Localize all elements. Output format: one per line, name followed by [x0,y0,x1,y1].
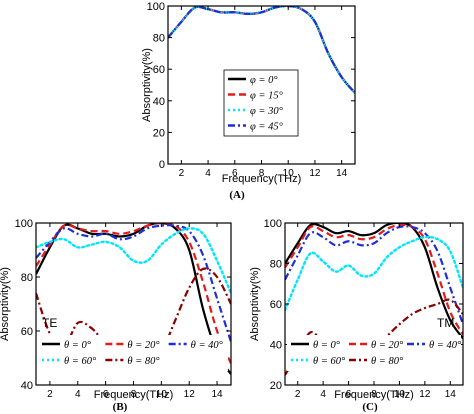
legend-entry: θ = 60° [64,356,97,367]
inset-label: TM [437,316,454,330]
panel-label-c: (C) [362,401,378,413]
x-tick-label: 14 [445,389,457,400]
x-tick-label: 8 [259,168,265,179]
x-tick-label: 10 [156,389,168,400]
y-tick-label: 40 [153,96,165,108]
y-tick-label: 100 [147,1,165,13]
legend-entry: θ = 0° [64,340,92,351]
y-tick-label: 100 [264,218,282,230]
legend-entry: θ = 20° [127,340,160,351]
x-tick-label: 2 [179,168,185,179]
legend-entry: θ = 40° [429,340,462,351]
x-tick-label: 12 [184,389,196,400]
x-tick-label: 4 [205,168,211,179]
y-tick-label: 60 [21,326,33,338]
y-tick-label: 80 [153,33,165,45]
panel-a-chart: 2 4 6 8 10 12 14 0 20 40 60 80 100 Frequency(THz) Abso… [141,1,356,185]
legend-entry: φ = 0° [250,75,278,86]
legend-entry: θ = 60° [313,356,346,367]
x-tick-label: 12 [419,389,431,400]
series-line-3 [285,235,463,312]
legend-entry: θ = 40° [191,340,224,351]
x-tick-label: 14 [336,168,348,179]
series-line-2 [36,224,231,343]
series-line-0 [36,223,231,375]
panel-label-b: (B) [113,401,128,413]
y-tick-label: 40 [21,380,33,392]
legend: φ = 0° φ = 15° φ = 30° φ = 45° [223,69,299,137]
y-tick-label: 20 [153,127,165,139]
y-tick-label: 40 [270,340,282,352]
legend-entry: θ = 80° [127,356,160,367]
y-tick-label: 60 [153,64,165,76]
x-axis-label: Frequency(THz) [334,389,413,401]
x-axis-label: Frequency(THz) [94,389,173,401]
series-group [168,6,355,95]
inset-label: TE [42,316,57,330]
y-axis-label: Absorptivity(%) [249,267,261,341]
legend-entry: φ = 30° [250,106,284,117]
y-axis-label: Absorptivity(%) [0,267,11,341]
x-axis-label: Frequency(THz) [222,173,301,185]
x-tick-label: 2 [295,389,301,400]
x-tick-label: 6 [232,168,238,179]
x-tick-label: 10 [283,168,295,179]
y-tick-label: 80 [21,272,33,284]
x-tick-label: 6 [103,389,109,400]
panel-b-chart: 2 4 6 8 10 12 14 40 60 80 100 Frequency(THz) Absorpt… [0,218,232,401]
series-line-3 [36,227,231,295]
legend: θ = 0° θ = 20° θ = 40° θ = 60° θ = 80° [287,335,462,371]
x-tick-label: 10 [394,389,406,400]
x-tick-label: 6 [346,389,352,400]
y-axis-label: Absorptivity(%) [141,48,153,122]
x-tick-label: 4 [320,389,326,400]
legend-entry: φ = 15° [250,91,284,102]
x-tick-label: 4 [75,389,81,400]
series-line-3 [168,6,355,94]
legend-entry: θ = 20° [371,340,404,351]
y-tick-label: 80 [270,259,282,271]
series-line-1 [36,223,231,364]
y-tick-label: 60 [270,299,282,311]
legend-entry: θ = 0° [313,340,341,351]
series-line-0 [285,223,463,340]
x-tick-label: 8 [371,389,377,400]
y-tick-label: 0 [159,159,165,171]
panel-c-chart: 2 4 6 8 10 12 14 20 40 60 80 100 Frequency(THz) Absor… [249,218,464,401]
panel-label-a: (A) [229,189,245,201]
legend-entry: φ = 45° [250,122,284,133]
legend: θ = 0° θ = 20° θ = 40° θ = 60° θ = 80° [38,335,228,371]
y-tick-label: 20 [270,380,282,392]
y-tick-label: 100 [15,218,33,230]
x-tick-label: 2 [47,389,53,400]
series-line-2 [285,225,463,325]
x-tick-label: 8 [131,389,137,400]
series-line-1 [285,223,463,335]
legend-entry: θ = 80° [371,356,404,367]
x-tick-label: 12 [309,168,321,179]
x-tick-label: 14 [212,389,224,400]
